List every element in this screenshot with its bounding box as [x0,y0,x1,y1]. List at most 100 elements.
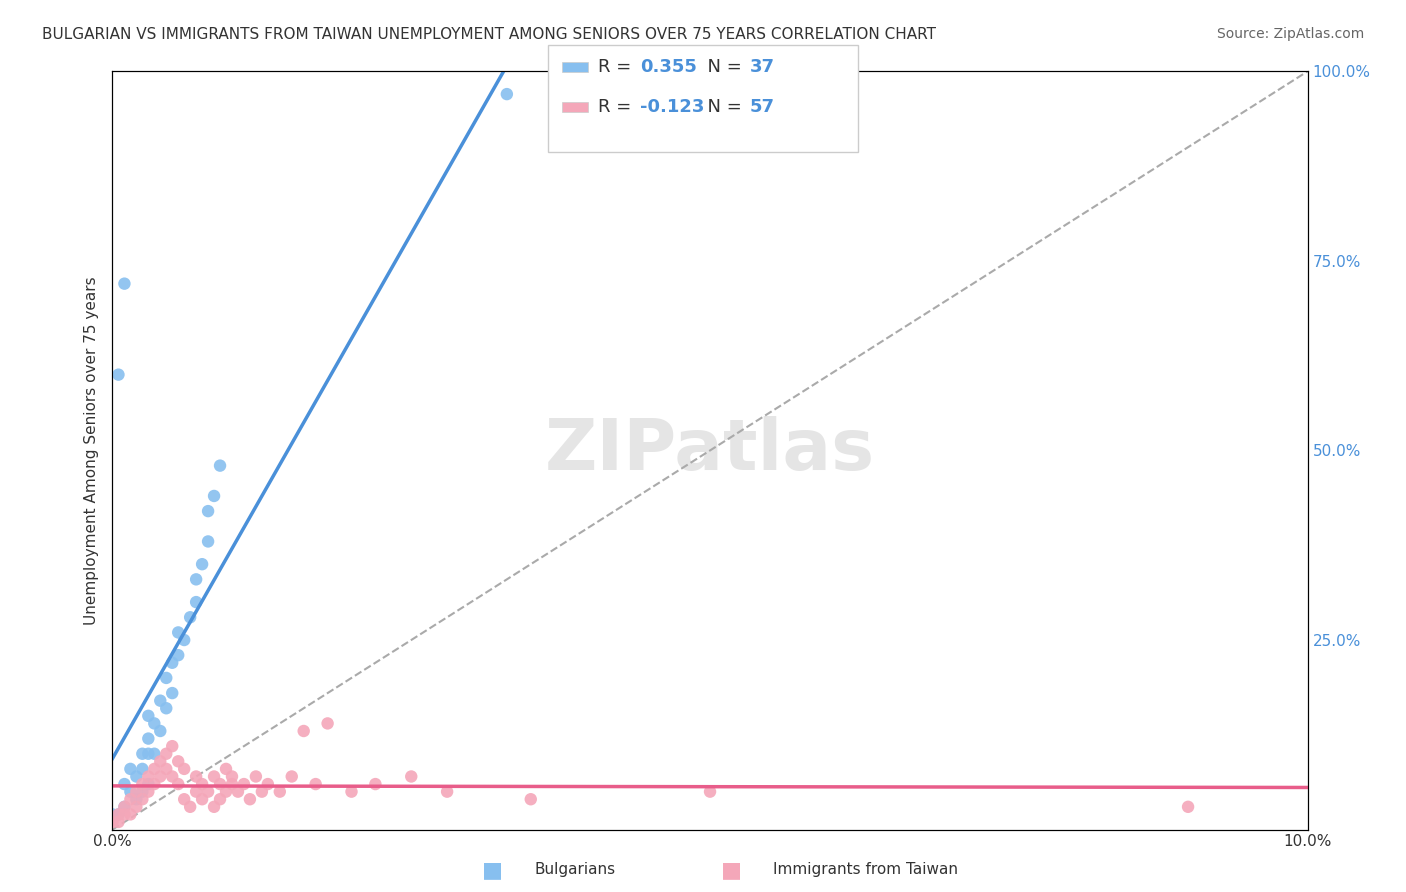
Point [125,800,148,814]
Point [125,769,148,784]
Point [167,755,190,769]
Point [120,785,142,799]
Text: 37: 37 [749,58,775,76]
Point [401,769,423,784]
Point [305,777,328,791]
Point [202,769,225,784]
Point [209,777,232,791]
Text: Immigrants from Taiwan: Immigrants from Taiwan [773,863,959,877]
Point [131,792,153,806]
Point [162,686,183,700]
Point [257,777,280,791]
Point [114,807,135,822]
Point [155,747,177,761]
Point [221,769,243,784]
Point [202,489,225,503]
Point [155,671,177,685]
Point [699,785,721,799]
Point [186,595,208,609]
Point [138,708,160,723]
Point [209,792,232,806]
Point [197,785,219,799]
Text: -0.123: -0.123 [640,98,704,116]
Point [162,769,183,784]
Point [179,610,201,624]
Point [107,807,129,822]
Point [186,785,208,799]
Point [143,747,166,761]
Point [155,762,177,776]
Point [292,724,315,739]
Point [138,777,160,791]
Text: ZIPatlas: ZIPatlas [546,416,875,485]
Point [186,573,208,587]
Point [120,807,142,822]
Point [520,792,543,806]
Point [149,755,172,769]
Point [138,769,160,784]
Point [143,762,166,776]
Text: N =: N = [696,58,748,76]
Text: N =: N = [696,98,748,116]
Point [173,762,195,776]
Text: R =: R = [598,58,637,76]
Point [191,792,214,806]
Point [143,716,166,731]
Point [186,769,208,784]
Text: 57: 57 [749,98,775,116]
Text: ■: ■ [482,860,502,880]
Point [233,777,256,791]
Point [281,769,304,784]
Point [167,625,190,640]
Point [179,800,201,814]
Point [120,762,142,776]
Point [1177,800,1199,814]
Point [340,785,363,799]
Point [149,769,172,784]
Point [215,762,238,776]
Point [138,785,160,799]
Point [245,769,267,784]
Text: R =: R = [598,98,637,116]
Point [173,792,195,806]
Point [114,777,135,791]
Text: Source: ZipAtlas.com: Source: ZipAtlas.com [1216,27,1364,41]
Point [101,815,124,830]
Point [202,800,225,814]
Point [162,656,183,670]
Point [167,777,190,791]
Point [114,800,135,814]
Point [138,747,160,761]
Point [197,534,219,549]
Point [239,792,262,806]
Point [364,777,387,791]
Point [107,368,129,382]
Point [221,777,243,791]
Point [125,792,148,806]
Point [155,701,177,715]
Point [173,633,195,648]
Point [114,277,135,291]
Point [131,785,153,799]
Point [149,724,172,739]
Text: Bulgarians: Bulgarians [534,863,616,877]
Point [131,777,153,791]
Point [131,762,153,776]
Point [101,807,124,822]
Point [496,87,519,102]
Point [215,785,238,799]
Point [143,777,166,791]
Point [149,694,172,708]
Point [114,800,135,814]
Text: BULGARIAN VS IMMIGRANTS FROM TAIWAN UNEMPLOYMENT AMONG SENIORS OVER 75 YEARS COR: BULGARIAN VS IMMIGRANTS FROM TAIWAN UNEM… [42,27,936,42]
Point [167,648,190,662]
Point [138,731,160,746]
Point [436,785,458,799]
Point [131,747,153,761]
Point [269,785,291,799]
Text: 0.355: 0.355 [640,58,696,76]
Text: ■: ■ [721,860,741,880]
Point [209,458,232,473]
Point [107,815,129,830]
Point [107,807,129,822]
